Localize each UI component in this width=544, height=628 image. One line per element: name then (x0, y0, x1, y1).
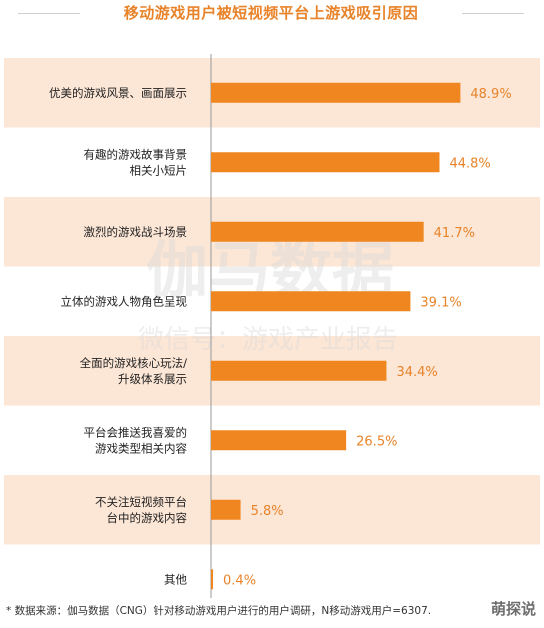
watermark-sub: 微信号：游戏产业报告 (138, 325, 398, 355)
bar (211, 360, 387, 381)
bar (211, 569, 214, 590)
category-label: 激烈的游戏战斗场景 (84, 225, 188, 239)
data-label: 5.8% (251, 504, 284, 519)
bar (211, 430, 347, 451)
brand-watermark: 萌探说 (490, 600, 536, 618)
row-band (4, 475, 540, 545)
category-label: 有趣的游戏故事背景 (84, 147, 188, 161)
data-label: 34.4% (396, 365, 437, 380)
data-label: 0.4% (223, 573, 256, 588)
data-label: 44.8% (449, 156, 490, 171)
data-label: 26.5% (356, 434, 397, 449)
category-label: 相关小短片 (130, 163, 188, 177)
bar (211, 221, 424, 242)
data-label: 39.1% (420, 295, 461, 310)
title-divider-right (462, 13, 524, 14)
title-divider-left (18, 13, 80, 14)
footnote: * 数据来源：伽马数据（CNG）针对移动游戏用户进行的用户调研，N移动游戏用户=… (6, 605, 432, 617)
bar (211, 152, 440, 173)
category-label: 台中的游戏内容 (107, 511, 188, 525)
data-label: 48.9% (470, 87, 511, 102)
title-row: 移动游戏用户被短视频平台上游戏吸引原因 (0, 0, 544, 26)
chart-title: 移动游戏用户被短视频平台上游戏吸引原因 (123, 4, 419, 22)
category-label: 平台会推送我喜爱的 (84, 425, 188, 439)
category-label: 升级体系展示 (118, 372, 187, 386)
bar (211, 499, 241, 520)
data-label: 41.7% (434, 226, 475, 241)
bar (211, 291, 411, 312)
category-label: 全面的游戏核心玩法/ (80, 356, 187, 370)
category-label: 不关注短视频平台 (95, 495, 187, 509)
category-label: 优美的游戏风景、画面展示 (49, 86, 187, 100)
category-label: 立体的游戏人物角色呈现 (61, 294, 188, 308)
category-label: 游戏类型相关内容 (95, 441, 187, 455)
category-label: 其他 (164, 572, 187, 586)
bar-chart: 伽马数据微信号：游戏产业报告48.9%优美的游戏风景、画面展示44.8%有趣的游… (4, 54, 540, 598)
bar (211, 82, 461, 103)
